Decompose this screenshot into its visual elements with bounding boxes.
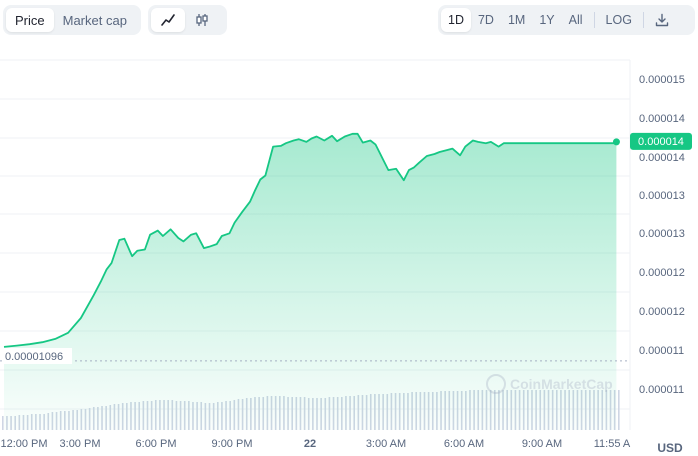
currency-label: USD	[657, 441, 683, 455]
open-price-text: 0.00001096	[5, 351, 63, 363]
download-icon	[655, 13, 669, 27]
y-tick-label: 0.000013	[639, 228, 685, 240]
volume-bar	[618, 390, 620, 430]
current-price-tag: 0.000014	[630, 132, 692, 150]
range-all[interactable]: All	[568, 13, 583, 27]
x-tick-label: 9:00 PM	[212, 438, 253, 450]
y-tick-label: 0.000012	[639, 267, 685, 279]
x-tick-label: 3:00 PM	[60, 438, 101, 450]
toolbar-divider	[642, 12, 644, 28]
x-tick-label: 22	[304, 438, 316, 450]
coinmarketcap-watermark: CoinMarketCap	[486, 374, 613, 394]
price-line	[3, 132, 620, 348]
open-price-label: 0.00001096	[2, 348, 72, 364]
current-price-text: 0.000014	[638, 136, 684, 148]
y-tick-label: 0.000014	[639, 152, 685, 164]
y-axis: 0.000015 0.000014 0.000014 0.000013 0.000013…	[639, 74, 685, 396]
candlestick-button[interactable]	[185, 8, 219, 32]
price-area	[4, 133, 617, 431]
x-tick-label: 12:00 PM	[0, 438, 47, 450]
range-1d[interactable]: 1D	[441, 8, 471, 32]
log-scale-button[interactable]: LOG	[605, 13, 632, 27]
candlestick-icon	[196, 14, 208, 26]
price-line-path	[3, 132, 617, 348]
range-1y[interactable]: 1Y	[539, 13, 555, 27]
y-tick-label: 0.000015	[639, 74, 685, 86]
y-tick-label: 0.000013	[639, 190, 685, 202]
y-tick-label: 0.000014	[639, 113, 685, 125]
volume-bar	[2, 416, 4, 430]
price-area-fill	[4, 133, 617, 431]
x-tick-label: 9:00 AM	[522, 438, 562, 450]
chart-type-switch: Price Market cap	[3, 5, 141, 35]
tab-price[interactable]: Price	[6, 8, 54, 32]
watermark-text: CoinMarketCap	[510, 376, 613, 392]
range-1m[interactable]: 1M	[507, 13, 526, 27]
x-tick-label: 3:00 AM	[366, 438, 406, 450]
range-7d[interactable]: 7D	[477, 13, 494, 27]
tab-market-cap[interactable]: Market cap	[62, 12, 127, 28]
time-range-switch: 1D 7D 1M 1Y All LOG	[438, 5, 695, 35]
line-chart-icon	[161, 14, 175, 26]
y-tick-label: 0.000012	[639, 306, 685, 318]
x-tick-label: 6:00 AM	[444, 438, 484, 450]
download-button[interactable]	[648, 8, 676, 32]
line-chart-button[interactable]	[151, 8, 185, 32]
x-tick-label: 11:55 A	[594, 438, 631, 450]
toolbar-divider	[593, 12, 595, 28]
y-tick-label: 0.000011	[639, 384, 684, 396]
current-price-dot	[612, 138, 620, 146]
x-tick-label: 6:00 PM	[136, 438, 177, 450]
x-axis: 12:00 PM 3:00 PM 6:00 PM 9:00 PM 22 3:00 AM 6:…	[0, 438, 630, 450]
y-tick-label: 0.000011	[639, 345, 684, 357]
chart-style-switch	[148, 5, 227, 35]
